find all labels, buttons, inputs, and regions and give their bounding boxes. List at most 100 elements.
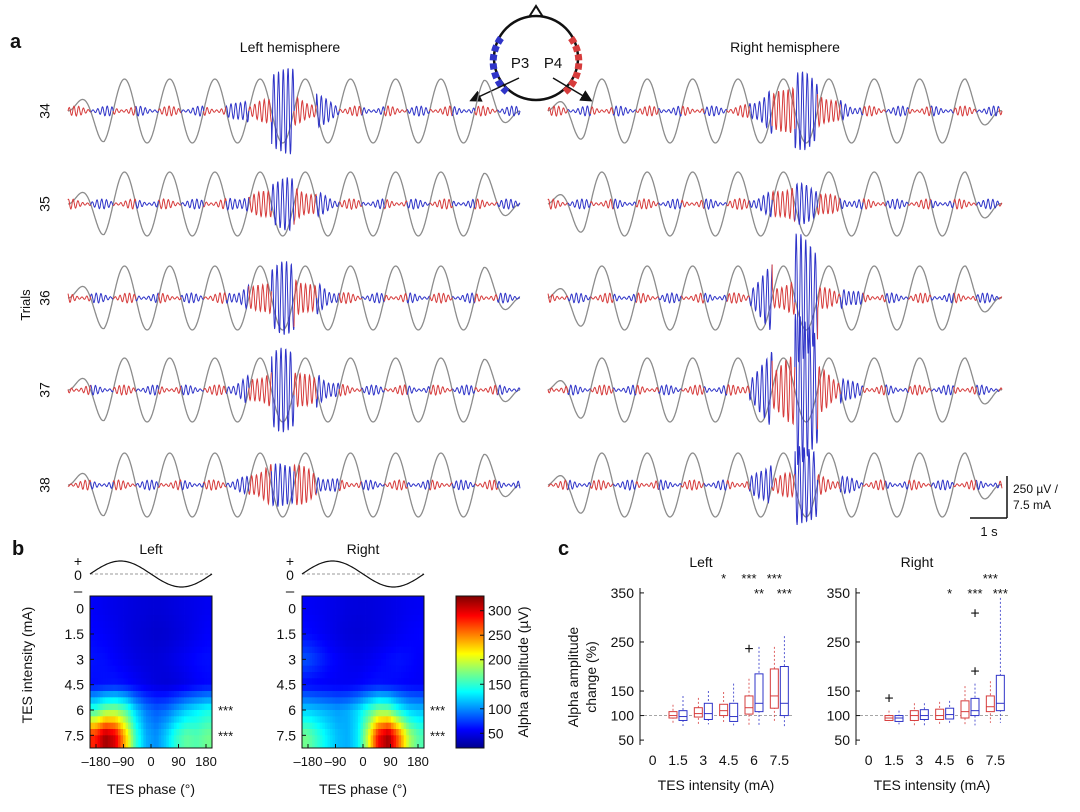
heatmap-cell xyxy=(365,722,369,730)
heatmap-cell xyxy=(189,634,193,641)
box xyxy=(719,703,729,717)
heatmap-cell xyxy=(97,608,101,616)
eeg-trace-segment xyxy=(794,313,818,465)
heatmap-cell xyxy=(383,741,387,749)
heatmap-cell xyxy=(373,691,377,698)
heatmap-cell xyxy=(370,665,374,673)
heatmap-cell xyxy=(123,741,126,749)
heatmap-cell xyxy=(357,729,361,736)
heatmap-cell xyxy=(355,678,359,686)
heatmap-cell xyxy=(393,646,397,654)
heatmap-cell xyxy=(125,602,129,610)
heatmap-cell xyxy=(128,659,132,667)
heatmap-cell xyxy=(194,710,198,717)
heatmap-cell xyxy=(130,710,134,717)
heatmap-cell xyxy=(314,691,318,698)
heatmap-cell xyxy=(90,716,93,724)
heatmap-cell xyxy=(388,621,392,629)
heatmap-cell xyxy=(199,627,203,635)
heatmap-cell xyxy=(355,665,359,673)
heatmap-cell xyxy=(322,602,326,610)
heatmap-cell xyxy=(173,722,177,730)
heatmap-cell xyxy=(117,627,121,635)
heatmap-cell xyxy=(206,735,210,743)
heatmap-cell xyxy=(184,640,187,648)
heatmap-cell xyxy=(199,678,203,686)
heatmap-cell xyxy=(368,722,372,730)
heatmap-cell xyxy=(115,741,119,749)
heatmap-cell xyxy=(398,659,402,667)
heatmap-cell xyxy=(383,678,387,686)
heatmap-cell xyxy=(148,602,152,610)
heatmap-cell xyxy=(181,716,185,724)
heatmap-cell xyxy=(340,596,344,603)
heatmap-cell xyxy=(411,710,415,717)
colorbar-tick-label: 300 xyxy=(488,603,512,619)
heatmap-cell xyxy=(120,735,124,743)
heatmap-cell xyxy=(138,710,142,717)
box xyxy=(703,702,713,720)
heatmap-cell xyxy=(388,697,392,705)
eeg-trace-segment xyxy=(885,105,909,117)
heatmap-cell xyxy=(375,608,379,616)
heatmap-cell xyxy=(135,684,139,692)
heatmap-cell xyxy=(196,621,200,629)
heatmap-cell xyxy=(337,710,341,717)
boxplot-xtick-label: 7.5 xyxy=(770,752,790,768)
heatmap-cell xyxy=(365,710,369,717)
heatmap-cell xyxy=(398,615,402,622)
heatmap-cell xyxy=(393,672,397,679)
eeg-trace-segment xyxy=(817,473,841,495)
heatmap-cell xyxy=(115,653,119,660)
heatmap-cell xyxy=(302,691,305,698)
heatmap-cell xyxy=(378,697,382,705)
heatmap-cell xyxy=(151,659,154,667)
heatmap-cell xyxy=(406,634,410,641)
heatmap-cell xyxy=(196,729,200,736)
heatmap-cell xyxy=(370,697,374,705)
heatmap-cell xyxy=(317,697,321,705)
heatmap-cell xyxy=(314,665,318,673)
heatmap-cell xyxy=(173,602,177,610)
heatmap-cell xyxy=(319,659,323,667)
heatmap-cell xyxy=(307,646,311,654)
heatmap-cell xyxy=(145,653,149,660)
heatmap-cell xyxy=(312,741,316,749)
heatmap-cell xyxy=(120,703,124,711)
heatmap-cell xyxy=(153,627,157,635)
heatmap-cell xyxy=(189,729,193,736)
heatmap-cell xyxy=(209,640,213,648)
heatmap-cell xyxy=(317,741,321,749)
heatmap-cell xyxy=(416,608,420,616)
eeg-trace-segment xyxy=(112,479,137,491)
heatmap-cell xyxy=(413,627,417,635)
heatmap-cell xyxy=(380,691,384,698)
eeg-trace-segment xyxy=(406,198,430,210)
heatmap-cell xyxy=(140,703,144,711)
heatmap-cell xyxy=(408,615,412,622)
heatmap-cell xyxy=(97,716,101,724)
heatmap-cell xyxy=(201,608,205,616)
heatmap-cell xyxy=(145,602,149,610)
heatmap-cell xyxy=(128,615,132,622)
heatmap-cell xyxy=(393,659,397,667)
heatmap-cell xyxy=(201,659,205,667)
heatmap-cell xyxy=(302,659,305,667)
heatmap-cell xyxy=(352,653,356,660)
heatmap-cell xyxy=(196,608,200,616)
heatmap-cell xyxy=(332,703,336,711)
heatmap-cell xyxy=(345,621,349,629)
heatmap-cell xyxy=(191,640,195,648)
heatmap-cell xyxy=(413,640,417,648)
heatmap-cell xyxy=(133,621,137,629)
eeg-trace-segment xyxy=(90,384,114,396)
boxplot-ytick-label: 150 xyxy=(611,683,635,699)
heatmap-cell xyxy=(156,646,160,654)
heatmap-cell xyxy=(133,691,137,698)
heatmap-cell xyxy=(370,621,374,629)
heatmap-cell xyxy=(120,640,124,648)
heatmap-cell xyxy=(184,716,187,724)
heatmap-cell xyxy=(406,729,410,736)
heatmap-cell xyxy=(329,665,333,673)
heatmap-cell xyxy=(196,672,200,679)
